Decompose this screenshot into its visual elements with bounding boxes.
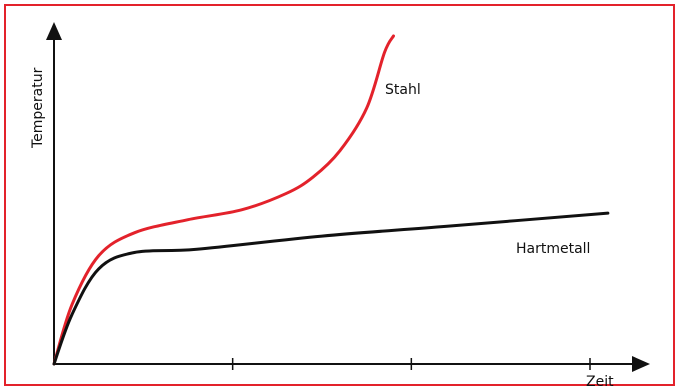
series-layer bbox=[52, 34, 610, 366]
x-axis-label: Zeit bbox=[586, 374, 614, 390]
y-axis-arrow-icon bbox=[46, 22, 62, 40]
labels: Stahl Hartmetall Zeit Temperatur bbox=[30, 67, 614, 390]
x-axis-arrow-icon bbox=[632, 356, 650, 372]
chart-frame bbox=[4, 4, 675, 386]
series-line-hartmetall bbox=[52, 211, 610, 366]
y-axis-label: Temperatur bbox=[30, 67, 46, 149]
series-line-stahl bbox=[52, 34, 395, 366]
series-label-stahl: Stahl bbox=[385, 82, 421, 98]
axes bbox=[46, 22, 650, 372]
series-label-hartmetall: Hartmetall bbox=[516, 241, 590, 257]
